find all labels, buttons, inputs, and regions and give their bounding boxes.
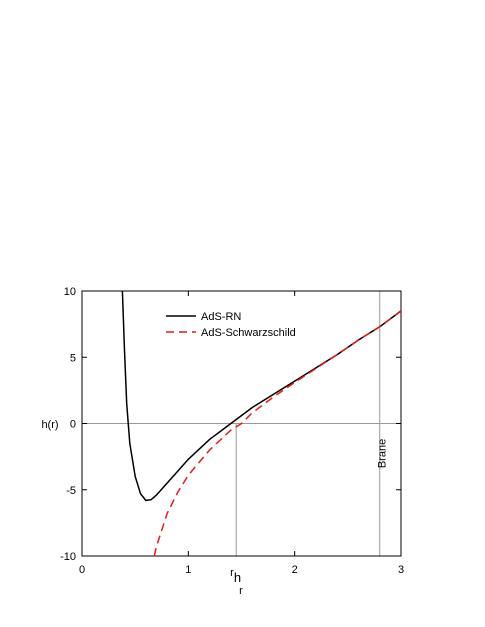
- legend-label: AdS-RN: [201, 311, 241, 323]
- x-tick-label: 2: [292, 564, 298, 576]
- reference-label-sub: h: [234, 570, 241, 585]
- reference-label-main: r: [230, 567, 234, 579]
- y-tick-label: 0: [70, 419, 76, 431]
- y-tick-label: -10: [60, 551, 76, 563]
- reference-label: rh: [230, 567, 241, 585]
- y-axis-label: h(r): [41, 419, 58, 431]
- x-tick-label: 0: [79, 564, 85, 576]
- x-tick-label: 3: [398, 564, 404, 576]
- series-line: [121, 291, 401, 502]
- reference-label: Brane: [377, 439, 389, 468]
- x-tick-label: 1: [185, 564, 191, 576]
- legend-label: AdS-Schwarzschild: [201, 327, 296, 339]
- y-tick-label: 5: [70, 352, 76, 364]
- series-line: [153, 310, 401, 556]
- x-axis-label: r: [239, 585, 243, 597]
- y-tick-label: 10: [64, 286, 76, 298]
- y-tick-label: -5: [66, 485, 76, 497]
